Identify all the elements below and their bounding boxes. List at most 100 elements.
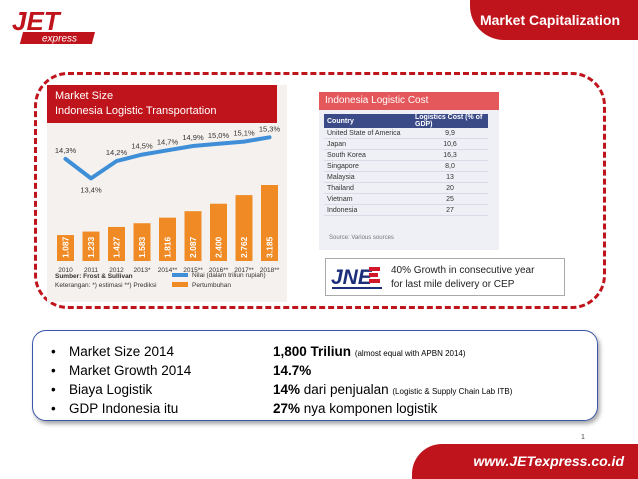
bar-value-label: 1.816 [163,236,173,258]
chart-note: Keterangan: *) estimasi **) Prediksi [55,282,157,289]
bar-2017 [235,195,253,261]
stat-row-logistic-cost: • Biaya Logistik 14% dari penjualan (Log… [51,382,591,402]
cost-cell: 9,9 [412,128,488,139]
bullet: • [51,382,56,397]
table-row: Thailand 20 [324,182,488,194]
growth-value-label: 15,1% [233,129,255,138]
stat-note: (Logistic & Supply Chain Lab ITB) [392,387,513,396]
logo-subtext: express [42,34,77,45]
stat-row-market-growth: • Market Growth 2014 14.7% [51,363,591,383]
bar-value-label: 1.583 [137,236,147,258]
country-cell: Thailand [324,182,412,194]
bar-value-label: 1.427 [112,236,122,258]
growth-value-label: 14,9% [182,133,204,142]
country-cell: Indonesia [324,204,412,216]
page-title: Market Capitalization [479,12,620,28]
country-cell: South Korea [324,149,412,161]
growth-line [63,135,272,181]
table-row: Singapore 8,0 [324,160,488,172]
jet-express-logo: JET express [8,6,118,46]
growth-value-label: 14,7% [157,137,179,146]
bar-value-label: 2.762 [239,236,249,258]
logistic-cost-source: Source: Various sources [329,235,394,241]
bullet: • [51,363,56,378]
chart-source: Sumber: Frost & Sullivan [55,273,133,280]
bar-value-label: 3.185 [265,236,275,258]
table-row: Indonesia 27 [324,204,488,216]
market-size-chart-svg: 1.087 1.233 1.427 1.583 1.816 2.087 2.400 2.762… [55,124,281,289]
market-size-title: Market Size [55,90,114,102]
table-row: Malaysia 13 [324,171,488,183]
dashed-frame [34,72,606,309]
stat-label: Market Size 2014 [69,344,175,359]
bar-2012 [108,226,125,261]
legend-swatch-value [172,273,188,277]
jne-logo-text: JNE [331,266,373,289]
jne-logo: JNE [331,266,382,289]
x-tick-label: 2017** [234,267,254,274]
bar-value-label: 1.087 [61,236,71,258]
table-row: South Korea 16,3 [324,149,488,161]
header-bar: Market Capitalization [470,0,638,40]
logistic-cost-panel: Indonesia Logistic Cost Country Logistic… [319,92,499,250]
stat-label: GDP Indonesia itu [69,401,179,416]
cost-cell: 8,0 [412,160,488,172]
logo-text: JET [12,6,62,36]
market-size-subtitle: Indonesia Logistic Transportation [55,105,217,117]
cost-cell: 13 [412,171,488,183]
cost-cell: 27 [412,204,488,216]
growth-value-label: 13,4% [80,185,102,194]
bar-2010 [57,235,74,261]
stat-value-rest: dari penjualan [300,382,389,397]
country-cell: United State of America [324,128,412,139]
stat-label: Market Growth 2014 [69,363,192,378]
stat-value: 14.7% [273,363,311,378]
logistic-cost-title: Indonesia Logistic Cost [325,95,429,106]
column-header-cost: Logistics Cost (% of GDP) [412,114,488,128]
x-tick-label: 2018** [260,267,280,274]
jne-growth-text-line1: 40% Growth in consecutive year [391,265,535,276]
growth-value-label: 15,0% [208,131,230,140]
legend-value-label: Nilai (dalam triliun rupiah) [192,272,266,279]
stat-value-bold: 27% [273,401,301,416]
logistic-cost-table: Country Logistics Cost (% of GDP) United… [324,114,488,216]
x-tick-label: 2013* [134,267,151,274]
table-row: Vietnam 25 [324,193,488,205]
bar-value-label: 2.400 [214,236,224,258]
bar-2011 [82,231,100,261]
market-size-chart: 1.087 1.233 1.427 1.583 1.816 2.087 2.400 2.762… [47,85,287,302]
bullet: • [51,344,56,359]
bar-value-label: 1.233 [86,236,96,258]
country-cell: Malaysia [324,171,412,183]
x-tick-label: 2014** [158,267,178,274]
website-link[interactable]: www.JETexpress.co.id [473,453,624,469]
market-size-title-block: Market Size Indonesia Logistic Transport… [47,85,277,123]
country-cell: Japan [324,138,412,150]
cost-cell: 16,3 [412,149,488,161]
bar-2018 [261,185,278,261]
cost-cell: 10,6 [412,138,488,150]
table-row: Japan 10,6 [324,138,488,150]
jne-growth-text-line2: for last mile delivery or CEP [391,279,515,290]
stat-value-bold: 14% [273,382,301,397]
bar-2013 [133,223,151,261]
x-tick-label: 2010 [58,267,73,274]
x-tick-label: 2011 [84,267,98,274]
growth-value-label: 14,5% [131,142,153,151]
stat-value: 1,800 Triliun (almost equal with APBN 20… [273,344,466,359]
stat-value-bold: 1,800 Triliun [273,344,352,359]
legend-swatch-growth [172,282,188,287]
x-tick-label: 2012 [109,267,124,274]
logistic-cost-title-bar: Indonesia Logistic Cost [319,92,499,110]
footer-bar: www.JETexpress.co.id [412,444,638,479]
bar-2014 [159,217,176,261]
bar-2016 [210,203,227,261]
key-stats-box: • Market Size 2014 1,800 Triliun (almost… [32,330,598,421]
bar-2015 [184,211,202,261]
table-row: United State of America 9,9 [324,128,488,139]
cost-cell: 25 [412,193,488,205]
cost-cell: 20 [412,182,488,194]
growth-value-label: 14,2% [106,148,128,157]
stat-value-bold: 14.7% [273,363,312,378]
legend-growth-label: Pertumbuhan [192,282,231,289]
